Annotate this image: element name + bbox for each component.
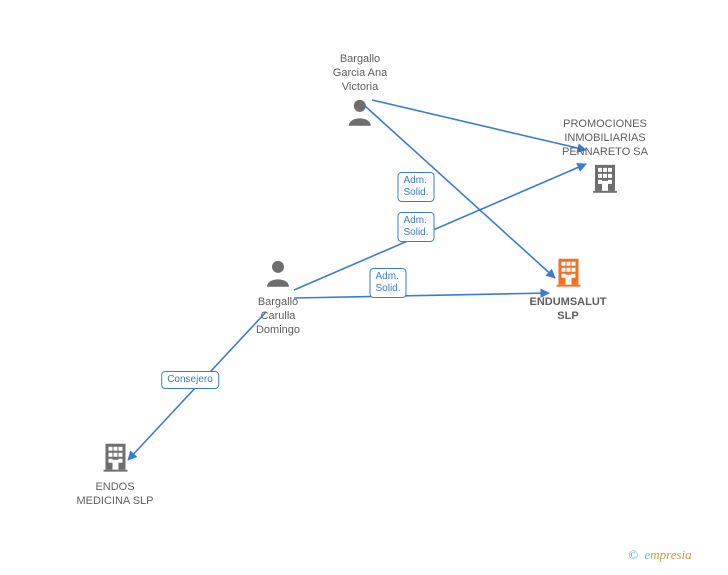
edge-label-e3: Adm. Solid. (397, 212, 434, 242)
building-icon (591, 163, 619, 193)
node-label: Bargallo Carulla Domingo (256, 296, 300, 337)
copyright-symbol: © (628, 547, 638, 562)
node-person_domingo: Bargallo Carulla Domingo (256, 259, 300, 337)
node-person_ana: Bargallo Garcia Ana Victoria (333, 53, 387, 131)
node-label: PROMOCIONES INMOBILIARIAS PENNARETO SA (562, 118, 648, 159)
person-icon (347, 98, 373, 126)
watermark: © empresia (628, 547, 691, 563)
building-icon-wrap (76, 442, 153, 477)
edge-label-e1: Adm. Solid. (397, 172, 434, 202)
building-icon (101, 442, 129, 472)
person-icon (265, 259, 291, 287)
edge-e2 (372, 100, 586, 150)
node-company_endos: ENDOS MEDICINA SLP (76, 442, 153, 509)
edge-e4 (294, 293, 549, 298)
node-company_endumsalut: ENDUMSALUT SLP (530, 257, 607, 324)
node-label: Bargallo Garcia Ana Victoria (333, 53, 387, 94)
edge-e1 (365, 106, 555, 278)
node-company_promociones: PROMOCIONES INMOBILIARIAS PENNARETO SA (562, 118, 648, 198)
watermark-rest: mpresia (650, 547, 691, 562)
edge-label-e4: Adm. Solid. (369, 268, 406, 298)
node-label: ENDUMSALUT SLP (530, 296, 607, 324)
building-icon-wrap (530, 257, 607, 292)
person-icon-wrap (256, 259, 300, 292)
edge-label-e5: Consejero (161, 371, 219, 389)
person-icon-wrap (333, 98, 387, 131)
building-icon (554, 257, 582, 287)
node-label: ENDOS MEDICINA SLP (76, 481, 153, 509)
building-icon-wrap (562, 163, 648, 198)
